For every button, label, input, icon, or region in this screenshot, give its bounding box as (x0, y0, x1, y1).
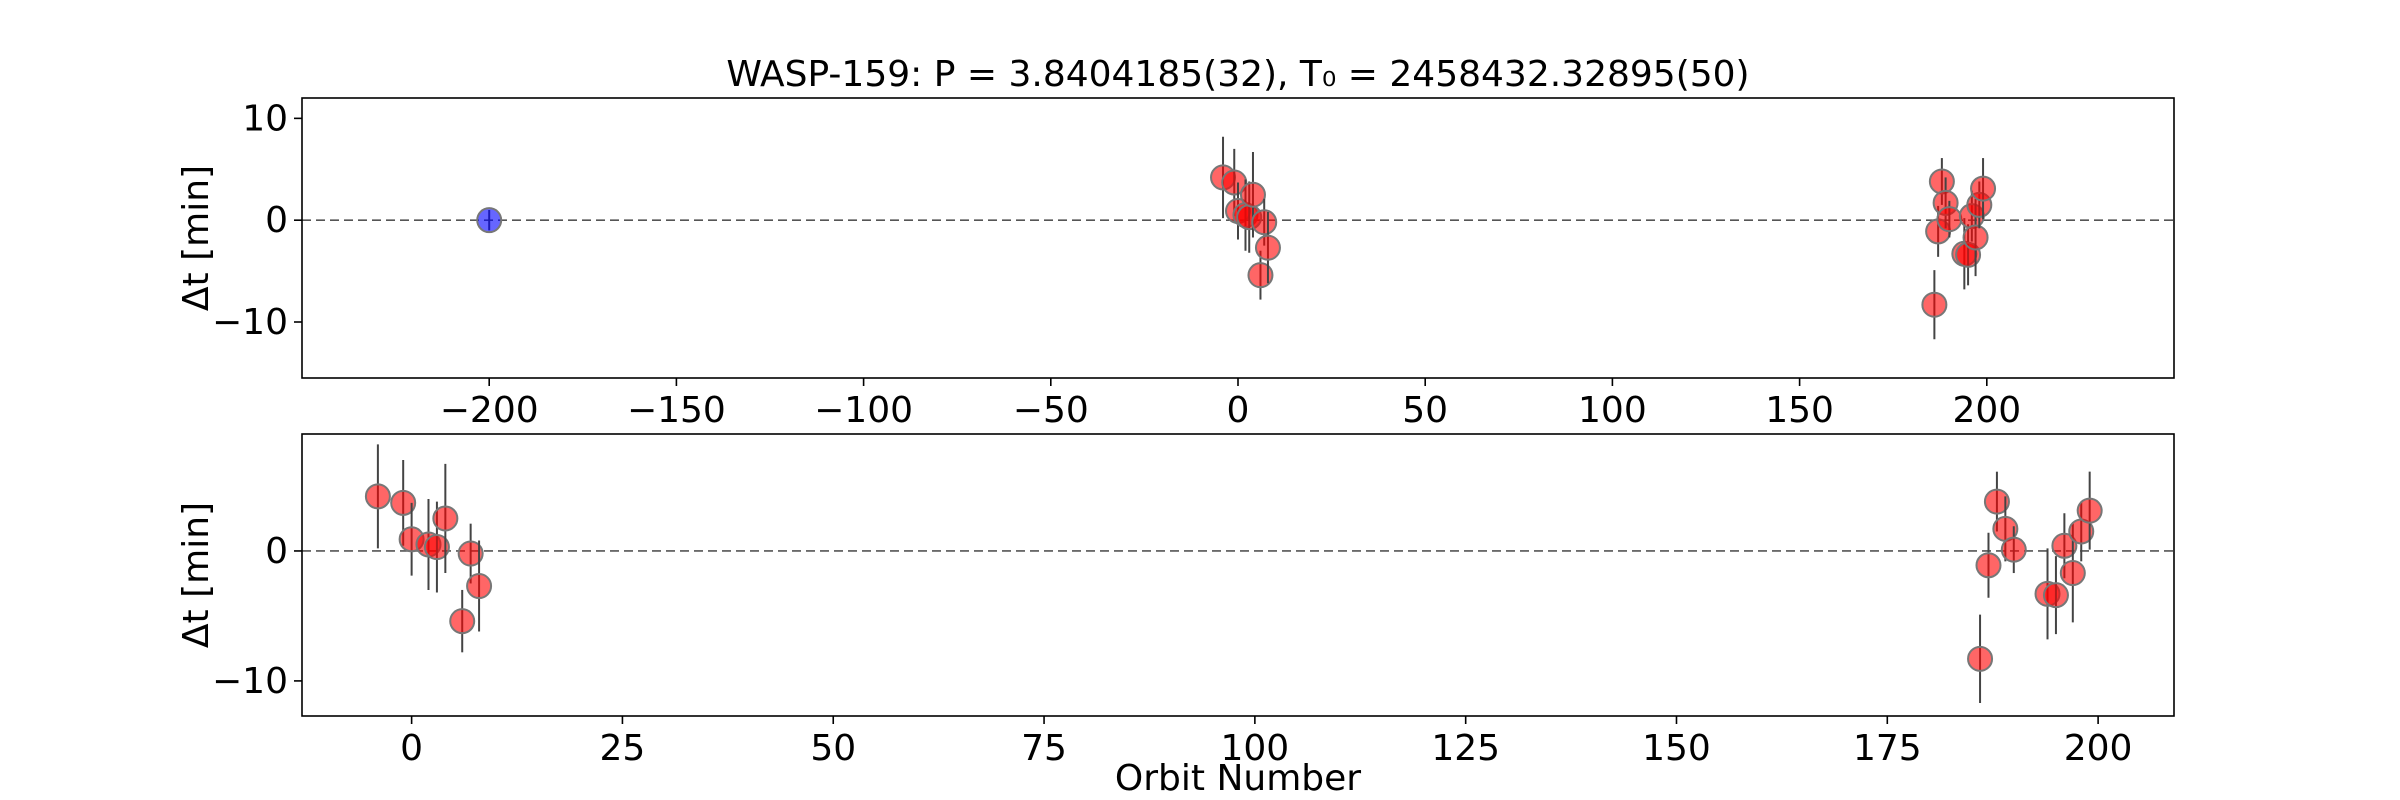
x-tick-label: 50 (1402, 390, 1448, 431)
data-point (466, 573, 493, 600)
data-point (2000, 536, 2027, 563)
data-point (1975, 552, 2002, 579)
x-tick-label: 175 (1853, 728, 1922, 769)
y-axis-label: Δt [min] (176, 502, 217, 648)
data-point (423, 534, 450, 561)
x-tick-label: 0 (1227, 390, 1250, 431)
x-tick-label: 200 (1952, 390, 2021, 431)
data-point (1936, 206, 1963, 233)
data-point (1983, 488, 2010, 515)
x-tick-label: −50 (1013, 390, 1089, 431)
data-point (1239, 181, 1266, 208)
data-point (457, 540, 484, 567)
plot-frame (301, 433, 2175, 717)
data-point (1921, 291, 1948, 318)
x-axis-label: Orbit Number (1115, 758, 1361, 799)
x-tick-label: −200 (440, 390, 539, 431)
x-tick-label: −150 (627, 390, 726, 431)
x-tick-label: 100 (1578, 390, 1647, 431)
bottom-panel: 0 25 50 75 100 125 150 175 200 0 −10 Δt [min] (176, 433, 2175, 769)
y-tick-label: 0 (265, 200, 288, 241)
data-point (432, 505, 459, 532)
y-tick-label: −10 (212, 661, 288, 702)
data-point (1967, 645, 1994, 672)
y-tick-label: 0 (265, 531, 288, 572)
x-tick-label: 25 (600, 728, 646, 769)
data-point (1254, 234, 1281, 261)
data-point (2042, 582, 2069, 609)
x-tick-label: 125 (1431, 728, 1500, 769)
data-point (449, 608, 476, 635)
y-axis-label: Δt [min] (176, 165, 217, 311)
chart-title: WASP-159: P = 3.8404185(32), T₀ = 245843… (726, 54, 1749, 95)
data-point (1247, 262, 1274, 289)
x-tick-label: 75 (1021, 728, 1067, 769)
x-tick-label: −100 (814, 390, 913, 431)
data-point (1970, 175, 1997, 202)
x-tick-label: 200 (2064, 728, 2133, 769)
x-tick-label: 150 (1642, 728, 1711, 769)
x-tick-label: 150 (1765, 390, 1834, 431)
data-point (1928, 168, 1955, 195)
data-point (1962, 224, 1989, 251)
data-point (476, 207, 503, 234)
data-point (2076, 497, 2103, 524)
data-point (2051, 532, 2078, 559)
data-point (1251, 209, 1278, 236)
x-tick-label: 0 (400, 728, 423, 769)
plot-frame (301, 97, 2175, 379)
x-tick-label: 50 (810, 728, 856, 769)
y-tick-label: −10 (212, 302, 288, 343)
data-point (390, 489, 417, 516)
data-point (2059, 560, 2086, 587)
data-point (364, 483, 391, 510)
y-tick-label: 10 (242, 98, 288, 139)
x-tick-label: 100 (1221, 728, 1290, 769)
